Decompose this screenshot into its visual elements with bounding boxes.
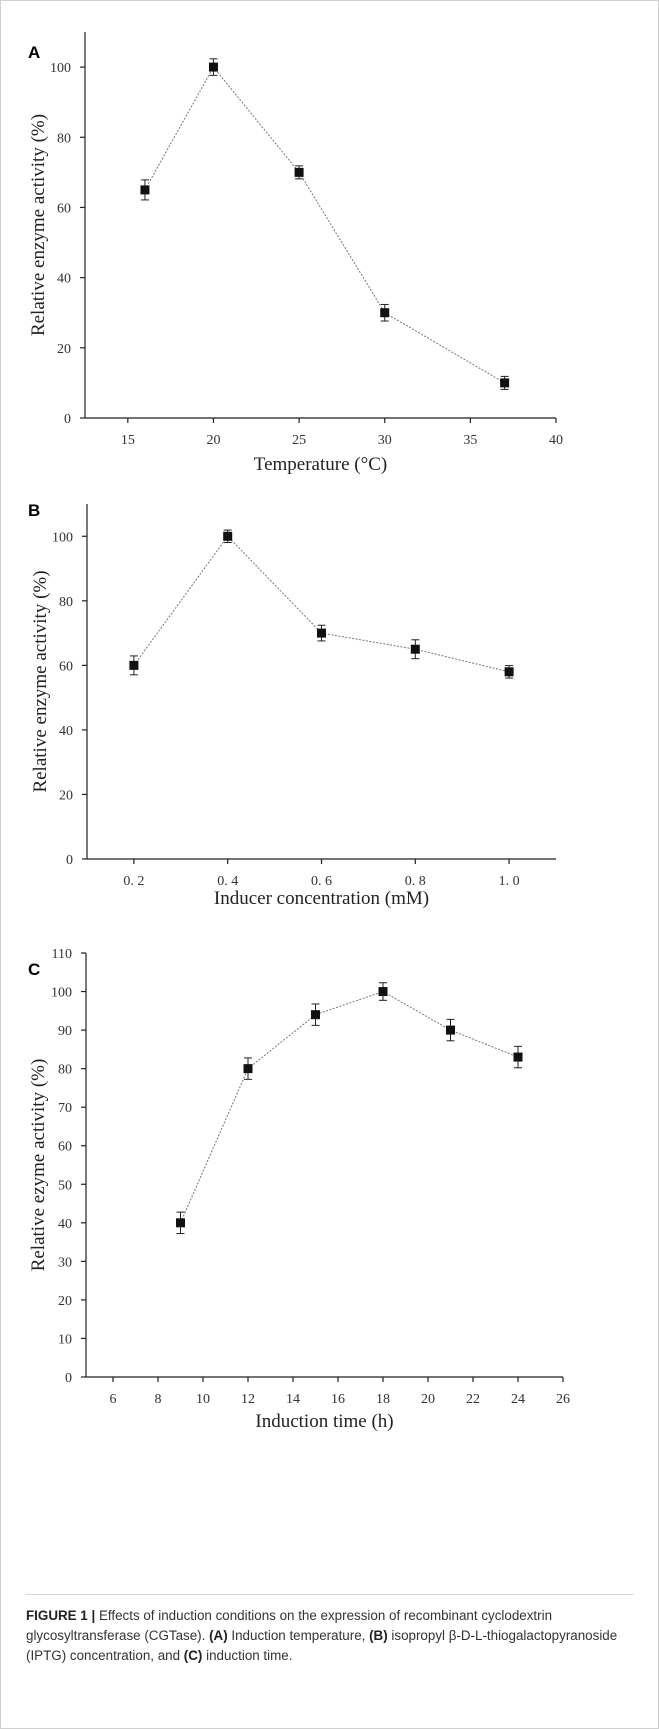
caption-text-2: Induction temperature, (227, 1628, 370, 1643)
panel-letter: C (28, 960, 40, 979)
chart-svg-a: A 0 20 40 60 80 100 15 20 25 30 35 40 Temperature (°C… (28, 32, 563, 475)
y-tick-label: 60 (57, 201, 71, 216)
x-tick-label: 24 (511, 1392, 525, 1407)
y-axis-label: Relative enzyme activity (%) (28, 114, 49, 336)
y-axis-label: Relative enzyme activity (%) (30, 570, 51, 792)
y-tick-label: 20 (57, 342, 71, 357)
y-tick-label: 0 (64, 412, 71, 427)
caption-divider (26, 1594, 634, 1595)
y-tick-label: 80 (57, 131, 71, 146)
x-tick-label: 0. 6 (311, 874, 332, 889)
data-point (311, 1010, 320, 1020)
caption-text-3: isopropyl β-D-L-thiogalactopyranoside (I… (26, 1628, 618, 1663)
x-axis-label: Inducer concentration (mM) (214, 888, 429, 909)
chart-svg-b: B 0 20 40 60 80 100 0. 2 0. 4 0. 6 0. 8 1. 0 Inducer… (28, 501, 556, 909)
x-tick-label: 20 (206, 433, 220, 448)
y-axis-label: Relative ezyme activity (%) (28, 1059, 49, 1272)
data-point (410, 644, 420, 654)
panel-letter: B (28, 501, 40, 520)
data-point (176, 1218, 185, 1228)
y-tick-label: 100 (52, 530, 73, 545)
y-tick-label: 20 (58, 1294, 72, 1309)
x-tick-label: 10 (196, 1392, 210, 1407)
data-point (513, 1052, 523, 1062)
y-tick-label: 40 (57, 272, 71, 287)
x-tick-label: 0. 4 (217, 874, 238, 889)
x-tick-label: 12 (241, 1392, 255, 1407)
y-tick-label: 80 (59, 595, 73, 610)
x-tick-label: 16 (331, 1392, 345, 1407)
y-tick-label: 90 (58, 1024, 72, 1039)
data-point (223, 531, 233, 541)
x-tick-label: 35 (463, 433, 477, 448)
chart-panel-c: C 0 10 20 30 40 50 60 70 80 90 100 110 6 8 10 12 14 16 18 20… (0, 935, 659, 1455)
x-tick-label: 6 (110, 1392, 117, 1407)
data-point (129, 660, 139, 670)
x-tick-label: 0. 2 (123, 874, 144, 889)
panel-letter: A (28, 43, 40, 62)
series-line (180, 990, 519, 1224)
y-tick-label: 0 (65, 1371, 72, 1386)
data-point (504, 667, 514, 677)
y-tick-label: 100 (51, 986, 72, 1001)
y-tick-label: 100 (50, 61, 71, 76)
caption-ref-a: (A) (209, 1628, 228, 1643)
data-point (446, 1025, 455, 1035)
x-axis-label: Temperature (°C) (254, 454, 387, 475)
figure-caption: FIGURE 1 | Effects of induction conditio… (26, 1606, 636, 1666)
x-tick-label: 14 (286, 1392, 300, 1407)
x-tick-label: 20 (421, 1392, 435, 1407)
x-tick-label: 22 (466, 1392, 480, 1407)
caption-ref-b: (B) (369, 1628, 388, 1643)
data-point (500, 378, 510, 388)
x-tick-label: 30 (378, 433, 392, 448)
caption-text-1: Effects of induction conditions on the e… (26, 1608, 553, 1643)
x-tick-label: 1. 0 (499, 874, 520, 889)
y-tick-label: 70 (58, 1101, 72, 1116)
chart-panel-b: B 0 20 40 60 80 100 0. 2 0. 4 0. 6 0. 8 1. 0 Inducer… (0, 500, 659, 930)
data-point (380, 308, 390, 318)
x-tick-label: 15 (121, 433, 135, 448)
data-point (208, 62, 218, 72)
x-tick-label: 40 (549, 433, 563, 448)
x-tick-label: 8 (155, 1392, 162, 1407)
caption-text-4: induction time. (202, 1648, 293, 1663)
data-point (243, 1064, 253, 1074)
y-tick-label: 20 (59, 788, 73, 803)
y-tick-label: 80 (58, 1063, 72, 1078)
y-tick-label: 10 (58, 1332, 72, 1347)
data-point (294, 167, 304, 177)
caption-ref-c: (C) (183, 1648, 203, 1663)
chart-panel-a: A 0 20 40 60 80 100 15 20 25 30 35 40 Temperature (°C… (0, 0, 659, 500)
data-point (378, 987, 388, 997)
x-tick-label: 26 (556, 1392, 570, 1407)
x-tick-label: 18 (376, 1392, 390, 1407)
caption-label: FIGURE 1 | (26, 1608, 96, 1623)
x-axis-label: Induction time (h) (255, 1411, 393, 1432)
chart-svg-c: C 0 10 20 30 40 50 60 70 80 90 100 110 6 8 10 12 14 16 18 20… (28, 947, 570, 1432)
data-point (140, 185, 150, 195)
y-tick-label: 30 (58, 1255, 72, 1270)
y-tick-label: 40 (58, 1217, 72, 1232)
series-line (144, 66, 505, 384)
series-line (133, 535, 510, 673)
x-tick-label: 25 (292, 433, 306, 448)
y-tick-label: 50 (58, 1178, 72, 1193)
y-tick-label: 60 (58, 1140, 72, 1155)
y-tick-label: 110 (52, 947, 72, 962)
data-point (317, 628, 326, 638)
x-tick-label: 0. 8 (405, 874, 426, 889)
y-tick-label: 60 (59, 659, 73, 674)
y-tick-label: 40 (59, 724, 73, 739)
y-tick-label: 0 (66, 853, 73, 868)
